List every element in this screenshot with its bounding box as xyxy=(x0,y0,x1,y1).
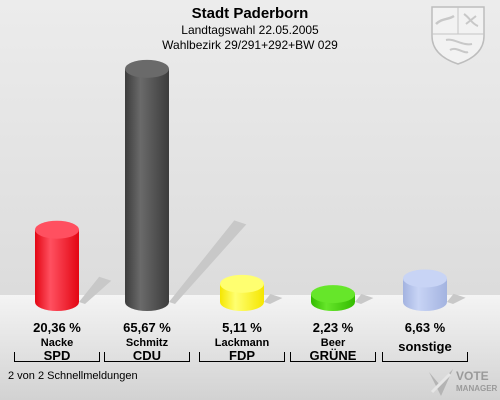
bar-spd xyxy=(35,229,79,311)
bar-top-0 xyxy=(35,220,79,239)
category-label: CDU xyxy=(132,348,162,363)
category-bracket xyxy=(199,352,285,362)
category-bracket xyxy=(290,352,376,362)
value-label: 20,36 % xyxy=(33,320,81,335)
bar-shadow-1 xyxy=(169,220,247,304)
candidate-label: Lackmann xyxy=(214,337,270,349)
chart-district: Wahlbezirk 29/291+292+BW 029 xyxy=(162,38,338,52)
category-label: SPD xyxy=(43,348,71,363)
value-label: 6,63 % xyxy=(404,320,446,335)
vote-manager-logo-icon xyxy=(429,369,453,396)
value-label: 65,67 % xyxy=(123,320,171,335)
bar-top-2 xyxy=(220,274,264,293)
bar-top-3 xyxy=(311,285,355,304)
logo-line1: VOTE xyxy=(456,369,489,383)
logo-line2: MANAGER xyxy=(456,384,498,393)
chart-title: Stadt Paderborn xyxy=(191,5,309,22)
footer-text: 2 von 2 Schnellmeldungen xyxy=(8,370,138,382)
category-label: FDP xyxy=(229,348,255,363)
bar-shadow-3 xyxy=(355,294,374,304)
chart-subtitle: Landtagswahl 22.05.2005 xyxy=(181,23,319,37)
bar-sonstige xyxy=(403,278,447,311)
category-label: GRÜNE xyxy=(309,348,357,363)
candidate-label: Nacke xyxy=(40,337,74,349)
category-bracket xyxy=(382,352,468,362)
candidate-label: Schmitz xyxy=(125,337,169,349)
category-bracket xyxy=(104,352,190,362)
bar-top-1 xyxy=(125,59,169,78)
value-label: 2,23 % xyxy=(312,320,354,335)
value-label: 5,11 % xyxy=(222,320,262,335)
category-bracket xyxy=(14,352,100,362)
bar-top-4 xyxy=(403,269,447,288)
bar-shadow-2 xyxy=(264,294,283,304)
bar-cdu xyxy=(125,68,169,312)
candidate-label: Beer xyxy=(320,337,346,349)
nrw-coat-of-arms-icon xyxy=(431,6,485,65)
bar-shadow-4 xyxy=(447,293,466,304)
category-label: sonstige xyxy=(398,339,452,354)
bar-shadow-0 xyxy=(79,276,112,304)
